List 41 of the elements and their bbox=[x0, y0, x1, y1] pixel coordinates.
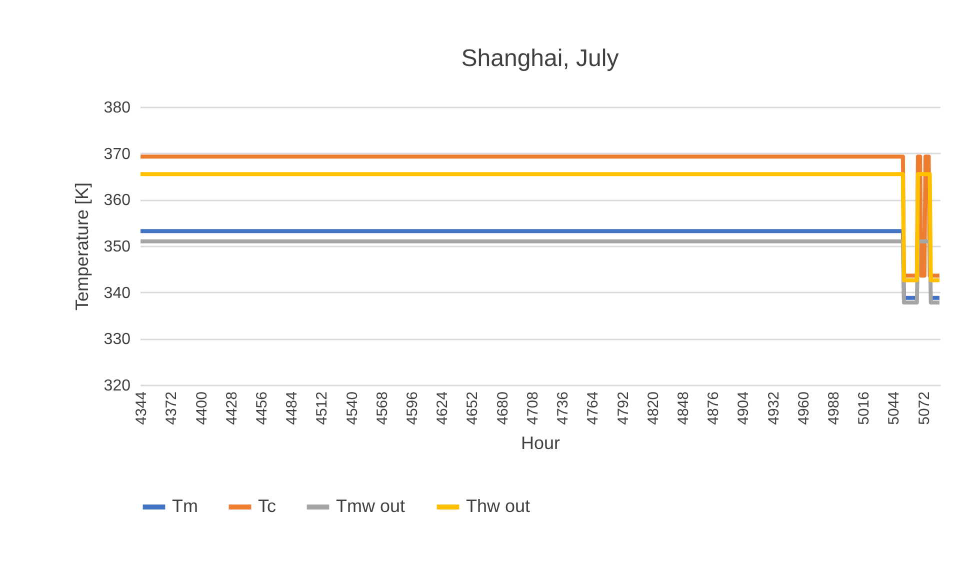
x-tick-label: 4680 bbox=[494, 392, 512, 425]
x-axis-title: Hour bbox=[520, 432, 560, 453]
y-tick-label: 330 bbox=[104, 331, 131, 348]
y-tick-label: 350 bbox=[104, 238, 131, 256]
x-tick-label: 4904 bbox=[735, 392, 752, 425]
y-tick-label: 320 bbox=[104, 378, 131, 394]
x-tick-label: 4372 bbox=[163, 392, 180, 425]
x-tick-label: 4988 bbox=[826, 392, 843, 425]
x-tick-label: 4596 bbox=[404, 392, 422, 425]
y-tick-label: 380 bbox=[104, 100, 131, 116]
x-tick-label: 4344 bbox=[133, 392, 150, 425]
x-tick-label: 4484 bbox=[284, 392, 301, 425]
x-tick-label: 4932 bbox=[765, 392, 782, 425]
x-tick-label: 4960 bbox=[795, 392, 812, 425]
x-tick-label: 4652 bbox=[464, 392, 482, 425]
x-tick-label: 5016 bbox=[856, 392, 873, 425]
x-tick-label: 4428 bbox=[223, 392, 240, 425]
y-tick-label: 340 bbox=[104, 284, 131, 302]
chart-title: Shanghai, July bbox=[461, 45, 619, 72]
x-tick-label: 4736 bbox=[554, 392, 572, 425]
x-tick-label: 4708 bbox=[524, 392, 542, 425]
x-tick-label: 5072 bbox=[916, 392, 933, 425]
x-tick-label: 5044 bbox=[886, 392, 903, 425]
legend-label: Tc bbox=[258, 496, 276, 516]
x-tick-label: 4624 bbox=[434, 392, 452, 425]
legend-label: Thw out bbox=[466, 496, 530, 516]
x-tick-label: 4568 bbox=[374, 392, 391, 425]
x-tick-label: 4456 bbox=[253, 392, 270, 425]
x-tick-label: 4764 bbox=[584, 392, 602, 425]
x-tick-label: 4540 bbox=[344, 392, 361, 425]
y-tick-label: 360 bbox=[104, 192, 131, 210]
x-tick-label: 4848 bbox=[674, 392, 692, 425]
legend-label: Tm bbox=[172, 496, 198, 516]
x-tick-label: 4512 bbox=[314, 392, 331, 425]
x-tick-label: 4792 bbox=[614, 392, 632, 425]
y-tick-label: 370 bbox=[104, 146, 131, 163]
legend-label: Tmw out bbox=[336, 496, 406, 516]
y-axis-title: Temperature [K] bbox=[72, 182, 92, 311]
x-tick-label: 4876 bbox=[705, 392, 722, 425]
x-tick-label: 4400 bbox=[193, 392, 210, 425]
x-tick-label: 4820 bbox=[644, 392, 662, 425]
